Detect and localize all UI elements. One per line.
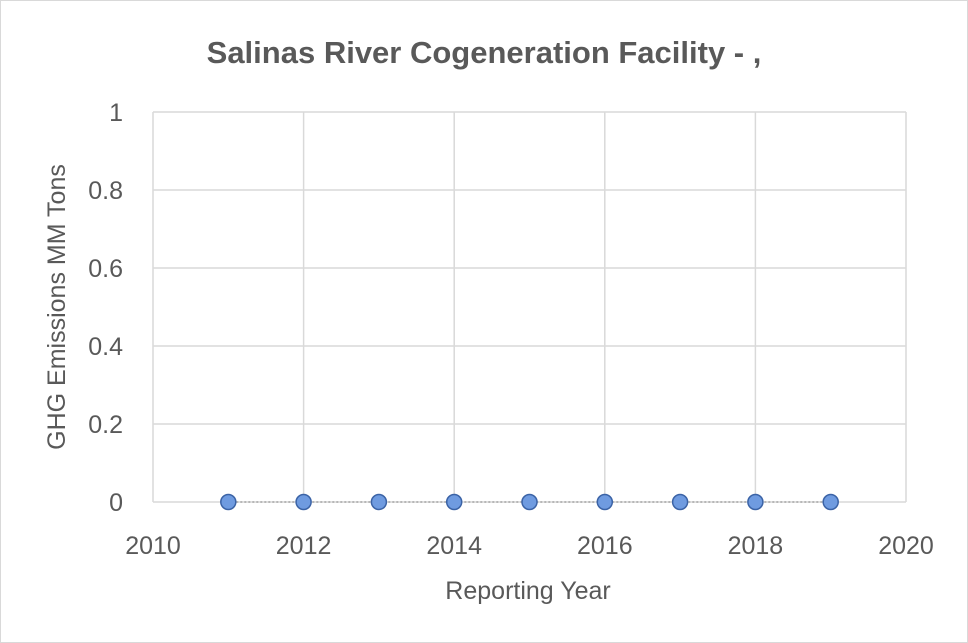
data-point xyxy=(822,493,839,511)
data-point xyxy=(521,493,538,511)
y-tick-label: 0.8 xyxy=(88,177,123,205)
y-tick-label: 0 xyxy=(109,489,123,517)
grid-lines xyxy=(152,111,907,503)
x-tick-label: 2014 xyxy=(426,532,482,560)
y-tick-label: 0.6 xyxy=(88,255,123,283)
tick-labels: 2010 2012 2014 2016 2018 2020 0 0.2 0.4 0.6 0.8 1 xyxy=(88,99,934,560)
x-axis-label: Reporting Year xyxy=(445,577,610,605)
data-point xyxy=(671,493,689,511)
series-group xyxy=(220,493,839,511)
y-tick-label: 1 xyxy=(109,99,123,127)
x-tick-label: 2018 xyxy=(728,532,784,560)
x-tick-label: 2012 xyxy=(276,532,332,560)
y-axis-label: GHG Emissions MM Tons xyxy=(43,164,71,450)
data-point xyxy=(295,493,312,511)
y-tick-label: 0.4 xyxy=(88,333,123,361)
data-point xyxy=(370,493,388,511)
data-point xyxy=(445,493,463,511)
x-tick-label: 2020 xyxy=(878,532,934,560)
data-point xyxy=(596,493,614,511)
data-point xyxy=(220,493,237,511)
y-tick-label: 0.2 xyxy=(88,411,123,439)
x-tick-label: 2010 xyxy=(125,532,181,560)
data-point xyxy=(747,493,764,511)
chart-title: Salinas River Cogeneration Facility - , xyxy=(207,35,762,70)
x-tick-label: 2016 xyxy=(577,532,633,560)
